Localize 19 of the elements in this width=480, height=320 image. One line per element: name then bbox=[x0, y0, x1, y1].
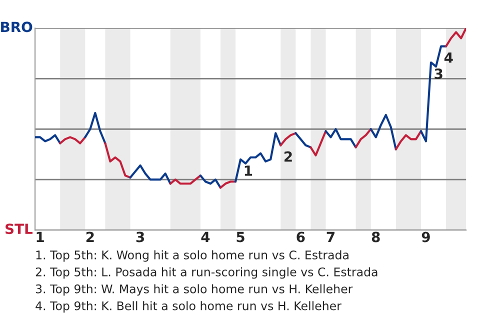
annotation: 2 bbox=[284, 151, 292, 162]
text: 1. Top 5th: K. Wong hit a solo home run vs C. Estrada bbox=[36, 250, 348, 262]
x-tick-label: 4 bbox=[201, 232, 210, 242]
annotation: 4 bbox=[444, 52, 453, 63]
annotation: 3 bbox=[434, 68, 442, 80]
x-tick-label: 2 bbox=[86, 232, 94, 242]
x-tick-label: 6 bbox=[296, 232, 305, 242]
text: BRO bbox=[1, 22, 32, 32]
text: STL bbox=[6, 224, 33, 234]
x-tick-label: 3 bbox=[136, 232, 144, 242]
x-tick-label: 8 bbox=[372, 232, 380, 242]
x-tick-label: 1 bbox=[36, 232, 44, 242]
x-tick-label: 5 bbox=[236, 232, 244, 242]
x-tick-label: 7 bbox=[326, 232, 334, 242]
text: 2. Top 5th: L. Posada hit a run-scoring single vs C. Estrada bbox=[36, 267, 378, 279]
annotation: 1 bbox=[244, 166, 252, 176]
x-tick-label: 9 bbox=[422, 232, 430, 242]
text: 4. Top 9th: K. Bell hit a solo home run vs H. Kelleher bbox=[36, 301, 342, 313]
text: 3. Top 9th: W. Mays hit a solo home run vs H. Kelleher bbox=[36, 284, 353, 296]
